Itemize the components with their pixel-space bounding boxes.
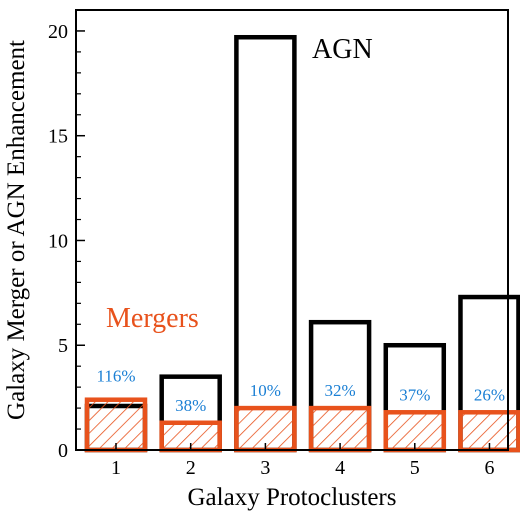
y-axis-title: Galaxy Merger or AGN Enhancement: [3, 40, 30, 420]
y-tick-label-20: 20: [48, 21, 68, 43]
x-tick-label-5: 5: [410, 457, 420, 479]
x-tick-label-2: 2: [186, 457, 196, 479]
y-tick-label-5: 5: [58, 335, 68, 357]
y-tick-label-10: 10: [48, 230, 68, 252]
plot-frame: [75, 9, 509, 451]
merger-pct-label-3: 10%: [250, 381, 281, 400]
merger-pct-label-2: 38%: [175, 396, 206, 415]
x-tick-label-1: 1: [111, 457, 121, 479]
merger-pct-label-6: 26%: [474, 385, 505, 404]
x-tick-label-6: 6: [484, 457, 494, 479]
series-label-agn: AGN: [312, 34, 373, 65]
bars-layer: [84, 34, 520, 453]
merger-pct-label-1: 116%: [96, 367, 135, 386]
ticks-layer: 1 2 3 4 5 6 0 5 10 15 20: [48, 21, 494, 479]
y-tick-label-15: 15: [48, 126, 68, 148]
x-axis-title: Galaxy Protoclusters: [188, 484, 397, 511]
x-tick-label-3: 3: [260, 457, 270, 479]
series-label-mergers: Mergers: [106, 303, 199, 334]
merger-bar-1: [84, 397, 148, 453]
merger-pct-label-4: 32%: [324, 381, 355, 400]
merger-pct-label-5: 37%: [399, 385, 430, 404]
y-tick-label-0: 0: [58, 440, 68, 462]
x-tick-label-4: 4: [335, 457, 345, 479]
labels-layer: 116% 38% 10% 32% 37% 26%: [96, 367, 505, 415]
